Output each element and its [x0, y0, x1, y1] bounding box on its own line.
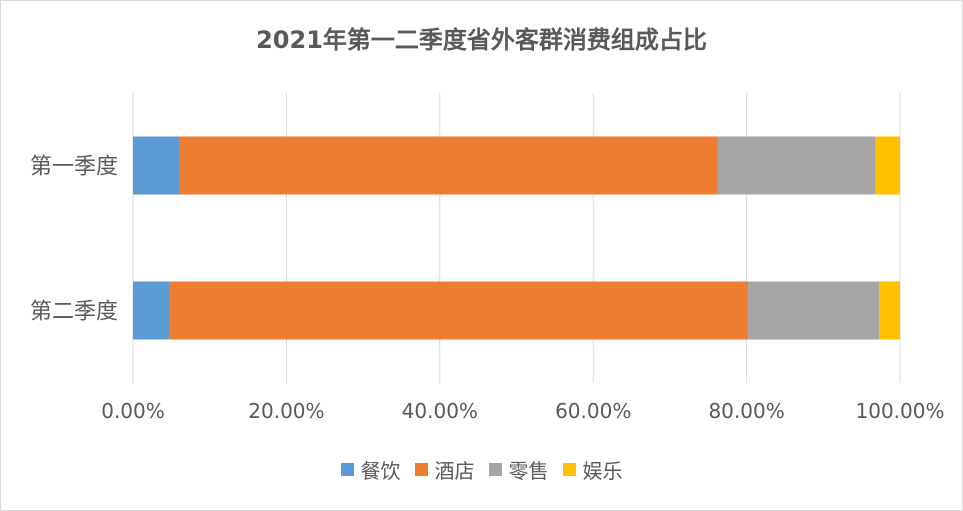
- x-tick-label: 20.00%: [248, 399, 324, 423]
- bar-segment: [879, 281, 900, 340]
- bar-segment: [875, 136, 900, 195]
- chart-title: 2021年第一二季度省外客群消费组成占比: [256, 26, 707, 54]
- category-label: 第一季度: [30, 155, 118, 180]
- x-tick-label: 100.00%: [856, 399, 945, 423]
- bar-segment: [169, 281, 749, 340]
- legend-swatch: [488, 463, 502, 476]
- legend-swatch: [414, 463, 428, 476]
- legend-item: 酒店: [414, 455, 475, 484]
- legend-label: 零售: [508, 459, 549, 483]
- bar-segment: [133, 136, 180, 195]
- bar-segment: [717, 136, 876, 195]
- legend-item: 零售: [488, 455, 549, 484]
- x-tick-label: 40.00%: [402, 399, 478, 423]
- legend-item: 餐饮: [340, 455, 401, 484]
- legend-label: 餐饮: [360, 459, 401, 483]
- bar-segment: [748, 281, 880, 340]
- legend-swatch: [340, 463, 354, 476]
- legend: 餐饮 酒店 零售 娱乐: [0, 455, 963, 484]
- bar-segment: [179, 136, 718, 195]
- legend-item: 娱乐: [562, 455, 623, 484]
- legend-label: 酒店: [434, 459, 475, 483]
- legend-label: 娱乐: [582, 459, 623, 483]
- legend-swatch: [562, 463, 576, 476]
- x-tick-label: 0.00%: [101, 399, 165, 423]
- bar-segment: [133, 281, 170, 340]
- x-tick-label: 60.00%: [555, 399, 631, 423]
- category-label: 第二季度: [30, 300, 118, 325]
- x-tick-label: 80.00%: [708, 399, 784, 423]
